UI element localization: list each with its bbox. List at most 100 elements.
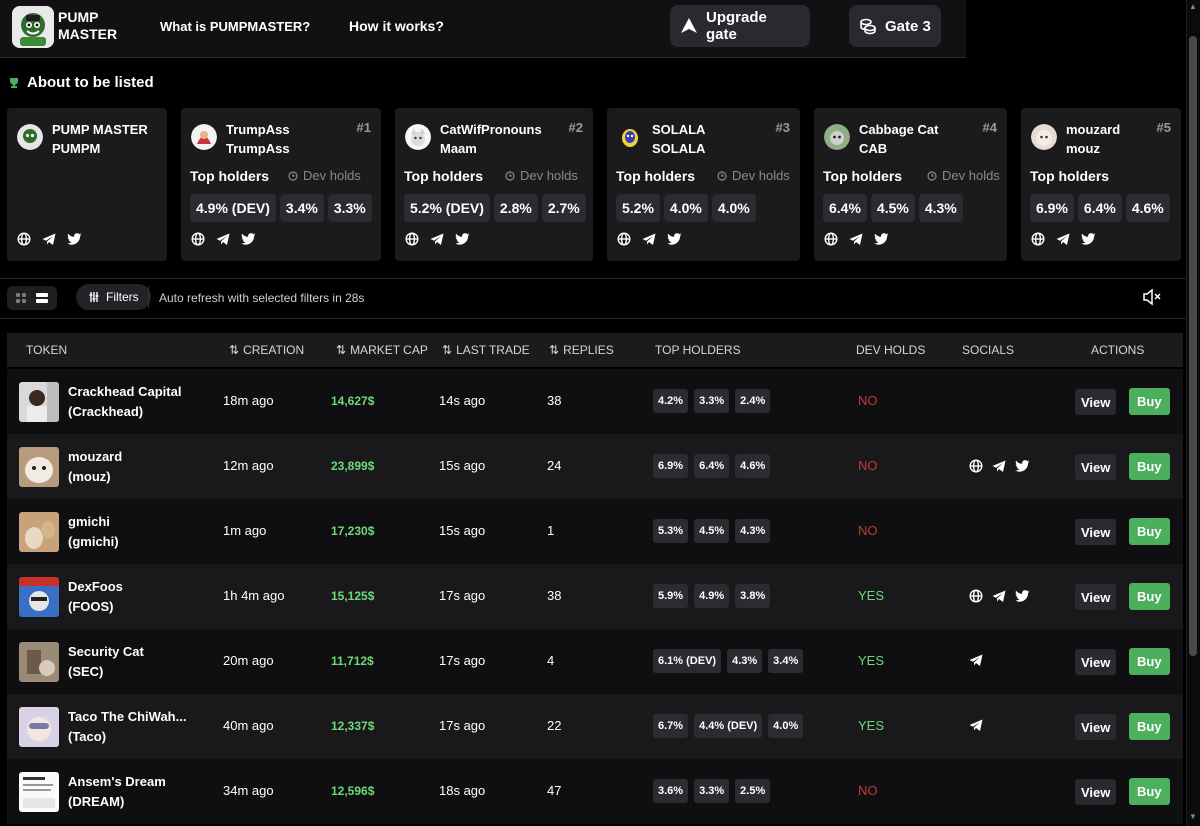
twitter-icon[interactable] xyxy=(241,232,256,246)
globe-icon[interactable] xyxy=(969,589,983,603)
col-creation[interactable]: ⇅ CREATION xyxy=(229,343,305,357)
col-token[interactable]: TOKEN xyxy=(26,343,68,357)
replies-count: 22 xyxy=(547,718,562,733)
token-name[interactable]: Taco The ChiWah... (Taco) xyxy=(68,709,187,744)
token-name[interactable]: mouzard (mouz) xyxy=(68,449,123,484)
listed-card[interactable]: mouzard mouz #5 Top holders 6.9% 6.4% 4.6% xyxy=(1021,108,1181,261)
scroll-up-arrow[interactable]: ▲ xyxy=(1189,2,1197,11)
globe-icon[interactable] xyxy=(405,232,419,246)
gate-button[interactable]: Gate 3 xyxy=(849,5,941,47)
twitter-icon[interactable] xyxy=(667,232,682,246)
holder-chip: 5.2% xyxy=(616,194,660,222)
token-name[interactable]: Crackhead Capital (Crackhead) xyxy=(68,384,182,419)
card-holder-chips: 5.2% 4.0% 4.0% xyxy=(616,194,756,222)
col-last-trade[interactable]: ⇅ LAST TRADE xyxy=(442,343,530,357)
table-row[interactable]: Security Cat (SEC) 20m ago 11,712$ 17s a… xyxy=(7,629,1183,694)
view-button[interactable]: View xyxy=(1075,779,1117,805)
holder-chip: 4.6% xyxy=(735,454,771,478)
listed-card[interactable]: CatWifPronouns Maam #2 Top holders Dev hol… xyxy=(395,108,593,261)
token-thumbnail xyxy=(19,512,59,552)
buy-button[interactable]: Buy xyxy=(1129,518,1170,545)
buy-button[interactable]: Buy xyxy=(1129,648,1170,675)
telegram-icon[interactable] xyxy=(430,233,444,246)
view-button[interactable]: View xyxy=(1075,389,1117,415)
telegram-icon[interactable] xyxy=(992,590,1006,603)
token-name[interactable]: Ansem's Dream (DREAM) xyxy=(68,774,166,809)
globe-icon[interactable] xyxy=(191,232,205,246)
col-market-cap[interactable]: ⇅ MARKET CAP xyxy=(336,343,428,357)
table-row[interactable]: Taco The ChiWah... (Taco) 40m ago 12,337… xyxy=(7,694,1183,759)
telegram-icon[interactable] xyxy=(642,233,656,246)
card-dev-holds: Dev holds xyxy=(288,168,361,183)
market-cap: 23,899$ xyxy=(331,459,375,473)
col-replies[interactable]: ⇅ REPLIES xyxy=(549,343,614,357)
buy-button[interactable]: Buy xyxy=(1129,713,1170,740)
globe-icon[interactable] xyxy=(824,232,838,246)
listed-card[interactable]: SOLALA SOLALA #3 Top holders Dev holds 5.2%… xyxy=(607,108,800,261)
last-trade: 18s ago xyxy=(439,783,486,798)
listed-card[interactable]: PUMP MASTER PUMPM xyxy=(7,108,167,261)
holder-chip: 6.4% xyxy=(1077,194,1122,222)
dev-holds-status: YES xyxy=(858,588,885,603)
top-holders: 6.7% 4.4% (DEV) 4.0% xyxy=(653,714,804,738)
globe-icon[interactable] xyxy=(969,459,983,473)
view-button[interactable]: View xyxy=(1075,649,1117,675)
telegram-icon[interactable] xyxy=(969,654,983,667)
view-button[interactable]: View xyxy=(1075,519,1117,545)
table-row[interactable]: Crackhead Capital (Crackhead) 18m ago 14… xyxy=(7,369,1183,434)
holder-chip: 3.6% xyxy=(653,779,689,803)
telegram-icon[interactable] xyxy=(42,233,56,246)
view-button[interactable]: View xyxy=(1075,454,1117,480)
holder-chip: 2.7% xyxy=(541,194,586,222)
twitter-icon[interactable] xyxy=(67,232,82,246)
twitter-icon[interactable] xyxy=(1015,459,1030,473)
buy-button[interactable]: Buy xyxy=(1129,583,1170,610)
table-row[interactable]: gmichi (gmichi) 1m ago 17,230$ 15s ago 1… xyxy=(7,499,1183,564)
twitter-icon[interactable] xyxy=(455,232,470,246)
logo-text[interactable]: PUMP MASTER xyxy=(58,9,118,42)
token-avatar xyxy=(617,124,643,150)
globe-icon[interactable] xyxy=(617,232,631,246)
view-toggle[interactable] xyxy=(7,286,57,310)
globe-icon[interactable] xyxy=(1031,232,1045,246)
holder-chip: 3.3% xyxy=(694,779,730,803)
telegram-icon[interactable] xyxy=(969,719,983,732)
list-view-icon[interactable] xyxy=(35,292,49,304)
token-name[interactable]: gmichi (gmichi) xyxy=(68,514,119,549)
buy-button[interactable]: Buy xyxy=(1129,778,1170,805)
telegram-icon[interactable] xyxy=(216,233,230,246)
creation-time: 40m ago xyxy=(223,718,274,733)
twitter-icon[interactable] xyxy=(1015,589,1030,603)
mute-icon[interactable] xyxy=(1142,288,1162,306)
creation-time: 34m ago xyxy=(223,783,274,798)
telegram-icon[interactable] xyxy=(992,460,1006,473)
logo-icon[interactable] xyxy=(12,6,54,48)
nav-how-it-works[interactable]: How it works? xyxy=(349,18,444,34)
twitter-icon[interactable] xyxy=(1081,232,1096,246)
scrollbar-thumb[interactable] xyxy=(1189,36,1197,656)
card-top-holders-label: Top holders xyxy=(823,168,903,184)
filters-button[interactable]: Filters xyxy=(76,284,151,310)
upgrade-gate-button[interactable]: Upgrade gate xyxy=(670,5,810,47)
table-row[interactable]: Ansem's Dream (DREAM) 34m ago 12,596$ 18… xyxy=(7,759,1183,824)
buy-button[interactable]: Buy xyxy=(1129,453,1170,480)
view-button[interactable]: View xyxy=(1075,584,1117,610)
listed-card[interactable]: Cabbage Cat CAB #4 Top holders Dev holds 6.… xyxy=(814,108,1007,261)
telegram-icon[interactable] xyxy=(849,233,863,246)
grid-view-icon[interactable] xyxy=(15,292,27,304)
globe-icon[interactable] xyxy=(17,232,31,246)
view-button[interactable]: View xyxy=(1075,714,1117,740)
buy-button[interactable]: Buy xyxy=(1129,388,1170,415)
telegram-icon[interactable] xyxy=(1056,233,1070,246)
twitter-icon[interactable] xyxy=(874,232,889,246)
toolbar-divider xyxy=(148,286,149,308)
holder-chip: 4.0% xyxy=(768,714,804,738)
table-row[interactable]: DexFoos (FOOS) 1h 4m ago 15,125$ 17s ago… xyxy=(7,564,1183,629)
table-row[interactable]: mouzard (mouz) 12m ago 23,899$ 15s ago 2… xyxy=(7,434,1183,499)
listed-card[interactable]: TrumpAss TrumpAss #1 Top holders Dev holds… xyxy=(181,108,381,261)
token-name[interactable]: Security Cat (SEC) xyxy=(68,644,144,679)
token-name[interactable]: DexFoos (FOOS) xyxy=(68,579,123,614)
scroll-down-arrow[interactable]: ▼ xyxy=(1189,812,1197,821)
market-cap: 15,125$ xyxy=(331,589,375,603)
nav-what-is[interactable]: What is PUMPMASTER? xyxy=(160,19,311,34)
